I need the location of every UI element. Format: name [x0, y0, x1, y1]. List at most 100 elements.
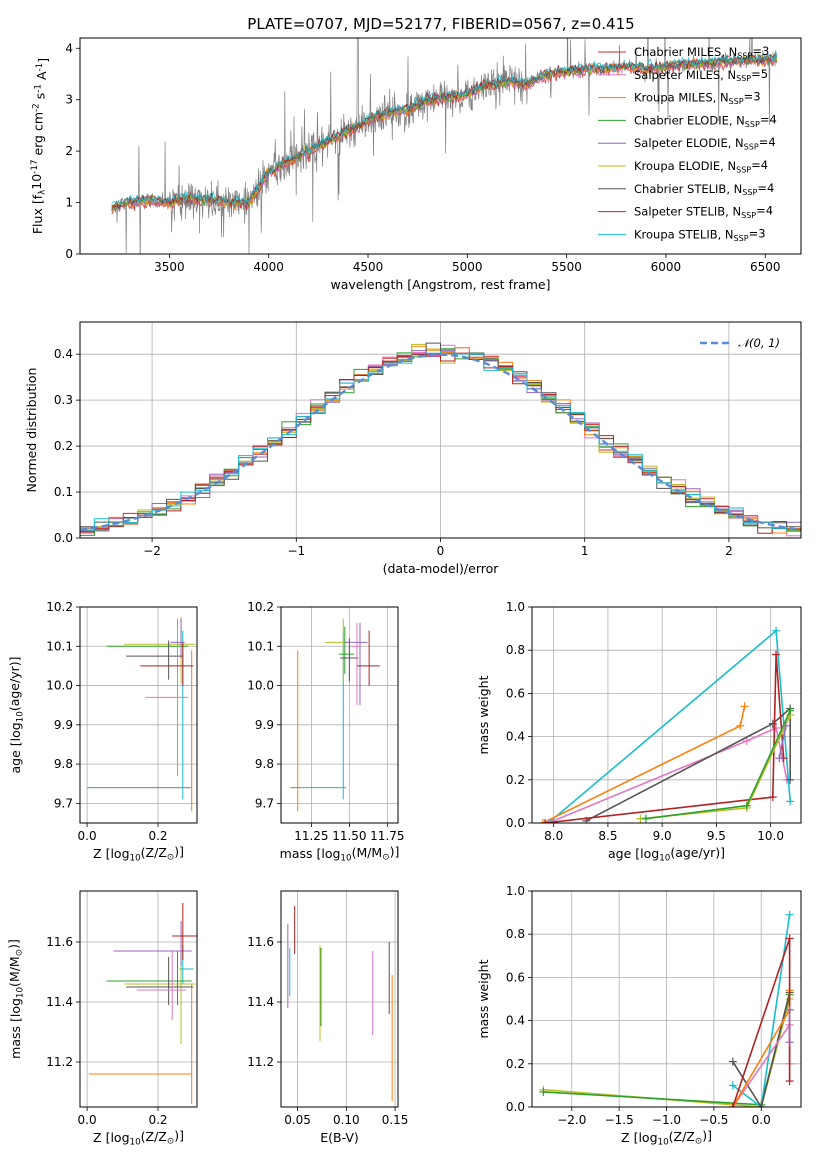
legend-entry: 𝒩(0, 1)	[738, 336, 780, 350]
text-run: 10	[659, 854, 670, 864]
x-tick-label: 6000	[651, 260, 682, 274]
text-run: mass [log	[8, 998, 23, 1059]
y-tick-label: 0.0	[54, 531, 73, 545]
weight-marker	[768, 793, 777, 802]
text-run: ⊙	[695, 1137, 702, 1147]
plot-area	[287, 906, 393, 1101]
text-run: =5	[751, 67, 768, 81]
y-tick-label: 9.8	[54, 757, 73, 771]
y-tick-label: 9.9	[54, 718, 73, 732]
text-run: SSP	[744, 143, 759, 152]
weight-line	[778, 725, 787, 759]
text-run: SSP	[736, 74, 751, 83]
errorbar-point	[170, 618, 185, 659]
text-run: =3	[749, 226, 766, 240]
y-tick-label: 0.4	[506, 730, 525, 744]
weight-line	[542, 706, 746, 823]
text-run: 10	[130, 854, 141, 864]
x-axis-label: E(B-V)	[320, 1130, 359, 1145]
weight-marker	[728, 1081, 737, 1090]
text-run: SSP	[729, 97, 744, 106]
text-run: (data-model)/error	[383, 561, 500, 576]
y-axis-label: mass [log10​(M/M⊙​)]	[6, 939, 26, 1059]
axes-frame	[531, 606, 802, 824]
y-tick-label: 1	[65, 196, 73, 210]
y-tick-label: 9.9	[255, 718, 274, 732]
y-tick-label: 9.8	[255, 757, 274, 771]
text-run: 10	[130, 1138, 141, 1148]
y-tick-label: 0.6	[506, 686, 525, 700]
text-run: -17	[30, 160, 40, 174]
text-run: SSP	[737, 51, 752, 60]
weight-marker	[740, 702, 749, 711]
mass_vs_EBV-panel: 0.05 0.10 0.15 11.2 11.4 11.6 E(B-V)	[247, 890, 409, 1145]
text-run: E(B-V)	[320, 1130, 359, 1145]
y-tick-label: 11.4	[46, 995, 73, 1009]
text-run: ]	[36, 58, 51, 63]
x-tick-label: −1.5	[605, 1113, 634, 1127]
text-run: mass weight	[476, 959, 491, 1038]
x-tick-label: 1	[581, 544, 589, 558]
weight-marker	[786, 797, 795, 806]
weight-marker	[785, 1077, 794, 1086]
errorbar-point	[325, 618, 351, 682]
y-tick-label: 0.1	[54, 485, 73, 499]
y-tick-label: 11.6	[247, 935, 274, 949]
text-run: )]	[702, 1128, 712, 1143]
x-tick-label: 6500	[750, 260, 781, 274]
y-tick-label: 0.0	[506, 1100, 525, 1114]
text-run: (age/yr)]	[670, 845, 725, 860]
errorbar-point	[88, 984, 193, 1104]
errorbar-point	[124, 954, 196, 1044]
x-tick-label: −0.5	[699, 1113, 728, 1127]
text-run: Salpeter MILES, N	[634, 68, 736, 82]
x-axis-label: Z [log10​(Z/Z⊙​)]	[621, 1128, 712, 1148]
weight-marker	[538, 819, 547, 823]
weight-marker	[641, 814, 650, 823]
y-axis-label: age [log10​(age/yr)]	[7, 656, 26, 773]
weight-marker	[742, 736, 751, 745]
axes-frame	[79, 890, 198, 1108]
x-tick-label: 8.0	[544, 829, 563, 843]
axes-frame	[280, 606, 399, 824]
weight-marker	[786, 775, 795, 784]
text-run: (M/M	[7, 956, 22, 987]
x-tick-label: −2.0	[557, 1113, 586, 1127]
weight-marker	[785, 910, 794, 919]
y-tick-label: 11.2	[247, 1055, 274, 1069]
text-run: mass [log	[280, 846, 341, 861]
y-tick-label: 11.2	[46, 1055, 73, 1069]
text-run: λ	[38, 190, 48, 195]
histogram-legend: 𝒩(0, 1)	[700, 336, 780, 350]
errorbar-point	[145, 618, 189, 776]
x-tick-label: 11.50	[332, 829, 366, 843]
x-tick-label: 0.0	[78, 829, 97, 843]
weight-line	[547, 726, 788, 823]
text-run: =4	[759, 135, 776, 149]
errorbar-point	[113, 921, 192, 966]
text-run: wavelength [Angstrom, rest frame]	[330, 277, 550, 292]
x-tick-label: 0.0	[78, 1113, 97, 1127]
text-run: age [log	[8, 722, 23, 773]
y-tick-label: 11.4	[247, 995, 274, 1009]
y-tick-label: 0.8	[506, 643, 525, 657]
y-tick-label: 10.1	[46, 639, 73, 653]
text-run: 10	[16, 987, 26, 998]
text-run: SSP	[734, 234, 749, 243]
x-tick-label: −1	[287, 544, 305, 558]
weight-marker	[728, 1057, 737, 1066]
plot-area	[111, 38, 778, 254]
y-tick-label: 0.4	[54, 347, 73, 361]
legend-entry: Salpeter STELIB, NSSP​=4	[634, 204, 773, 220]
text-run: Kroupa ELODIE, N	[634, 159, 736, 173]
text-run: (Z/Z	[141, 845, 167, 860]
x-tick-label: −1.0	[652, 1113, 681, 1127]
errorbar-point	[172, 903, 197, 960]
weight_vs_Z-panel: −2.0 −1.5 −1.0 −0.5 0.0 0.0 0.2 0.4 0.6 0.8 1.0 Z […	[476, 884, 802, 1148]
y-tick-label: 9.7	[255, 796, 274, 810]
text-run: (Z/Z	[141, 1129, 167, 1144]
x-axis-label: wavelength [Angstrom, rest frame]	[330, 277, 550, 292]
x-tick-label: 0.15	[382, 1113, 409, 1127]
x-tick-label: 9.5	[707, 829, 726, 843]
y-tick-label: 0.3	[54, 393, 73, 407]
